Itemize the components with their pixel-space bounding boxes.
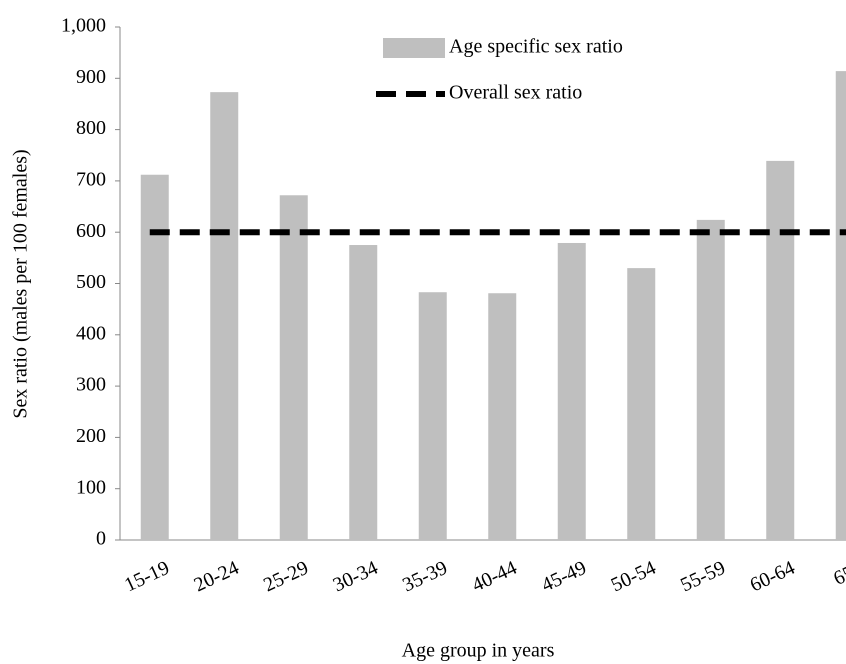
x-tick-label: 15-19	[121, 557, 173, 597]
bar	[696, 219, 725, 540]
y-axis-title: Sex ratio (males per 100 females)	[10, 149, 32, 418]
y-tick-label: 0	[96, 528, 106, 550]
bar	[627, 268, 656, 540]
bar	[210, 92, 239, 540]
y-tick-label: 900	[76, 66, 106, 88]
x-tick-label: 20-24	[191, 557, 243, 597]
legend-label: Overall sex ratio	[449, 82, 582, 104]
bar	[766, 160, 795, 540]
x-tick-label: 55-59	[677, 557, 729, 597]
y-tick-label: 700	[76, 168, 106, 190]
x-tick-label: 65+	[830, 557, 846, 590]
x-tick-label: 30-34	[330, 557, 382, 597]
x-tick-label: 35-39	[399, 557, 451, 597]
bar	[418, 292, 447, 540]
y-tick-label: 400	[76, 322, 106, 344]
y-tick-label: 600	[76, 220, 106, 242]
y-tick-label: 100	[76, 476, 106, 498]
bar	[557, 242, 586, 540]
x-tick-label: 25-29	[260, 557, 312, 597]
x-tick-label: 60-64	[747, 557, 799, 597]
x-tick-label: 45-49	[538, 557, 590, 597]
x-tick-label: 50-54	[608, 557, 660, 597]
y-tick-label: 200	[76, 425, 106, 447]
y-tick-label: 300	[76, 374, 106, 396]
bar	[488, 293, 517, 540]
bar	[140, 174, 169, 540]
bar	[349, 245, 378, 540]
bar	[279, 195, 308, 541]
x-tick-label: 40-44	[469, 557, 521, 597]
bar	[835, 71, 846, 541]
y-tick-label: 800	[76, 117, 106, 139]
legend-label: Age specific sex ratio	[449, 36, 623, 58]
y-tick-label: 1,000	[61, 15, 106, 37]
x-axis-title: Age group in years	[402, 640, 555, 662]
y-tick-label: 500	[76, 271, 106, 293]
legend-swatch	[383, 38, 445, 58]
